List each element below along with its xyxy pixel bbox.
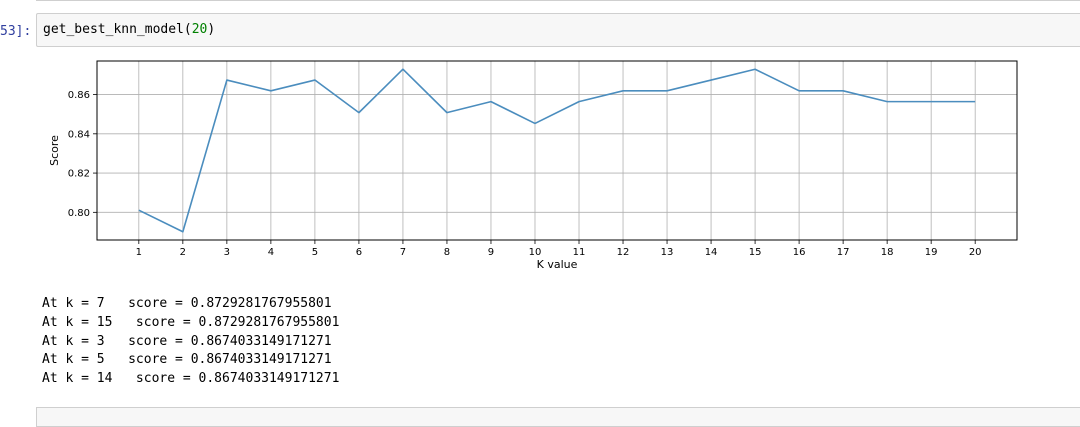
knn-score-chart: 1 2 3 4 5 6 7 8 9 10 11 12 13 14 15 16 17 18 19 200.800.820…	[48, 60, 1018, 271]
chart-labels: 1 2 3 4 5 6 7 8 9 10 11 12 13 14 15 16 17 18 19 200.800.820…	[48, 90, 982, 271]
x-tick-label: 6	[356, 247, 362, 258]
code-argument-number: 20	[191, 22, 208, 37]
chart-grid	[97, 61, 1017, 240]
x-tick-label: 9	[488, 247, 494, 258]
y-axis-label: Score	[48, 135, 61, 166]
x-tick-label: 5	[312, 247, 318, 258]
chart-series	[138, 68, 976, 233]
output-line: At k = 3 score = 0.8674033149171271	[42, 333, 332, 349]
output-line: At k = 7 score = 0.8729281767955801	[42, 296, 332, 311]
code-function-call: get_best_knn_model(	[43, 22, 192, 37]
x-tick-label: 3	[224, 247, 230, 258]
previous-cell-border	[36, 0, 1080, 1]
x-tick-label: 16	[793, 247, 806, 258]
x-tick-label: 18	[881, 247, 894, 258]
x-tick-label: 10	[529, 247, 542, 258]
x-tick-label: 19	[925, 247, 938, 258]
x-tick-label: 20	[969, 247, 982, 258]
y-tick-label: 0.80	[68, 208, 90, 219]
plot-frame	[96, 60, 1018, 241]
y-tick-label: 0.84	[68, 129, 90, 140]
x-tick-label: 4	[268, 247, 274, 258]
x-tick-label: 12	[617, 247, 630, 258]
x-tick-label: 17	[837, 247, 850, 258]
code-line[interactable]: get_best_knn_model(20)	[43, 20, 215, 40]
chart-axes	[93, 60, 1018, 244]
x-tick-label: 15	[749, 247, 762, 258]
y-tick-label: 0.86	[68, 90, 90, 101]
x-tick-label: 2	[180, 247, 186, 258]
x-tick-label: 13	[661, 247, 674, 258]
x-tick-label: 8	[444, 247, 450, 258]
x-tick-label: 14	[705, 247, 718, 258]
x-tick-label: 1	[136, 247, 142, 258]
output-line: At k = 5 score = 0.8674033149171271	[42, 352, 332, 368]
output-line: At k = 15 score = 0.8729281767955801	[42, 314, 340, 330]
code-cell-input[interactable]: get_best_knn_model(20)	[36, 13, 1080, 47]
output-line: At k = 14 score = 0.8674033149171271	[42, 371, 340, 387]
x-tick-label: 11	[573, 247, 586, 258]
score-line	[138, 68, 976, 233]
next-code-cell[interactable]	[36, 407, 1080, 427]
code-close-paren: )	[207, 22, 216, 37]
x-tick-label: 7	[400, 247, 406, 258]
y-tick-label: 0.82	[68, 169, 90, 180]
x-axis-label: K value	[537, 258, 578, 271]
cell-output: At k = 7 score = 0.8729281767955801 At k…	[42, 295, 339, 389]
input-prompt: 53]:	[0, 24, 32, 39]
